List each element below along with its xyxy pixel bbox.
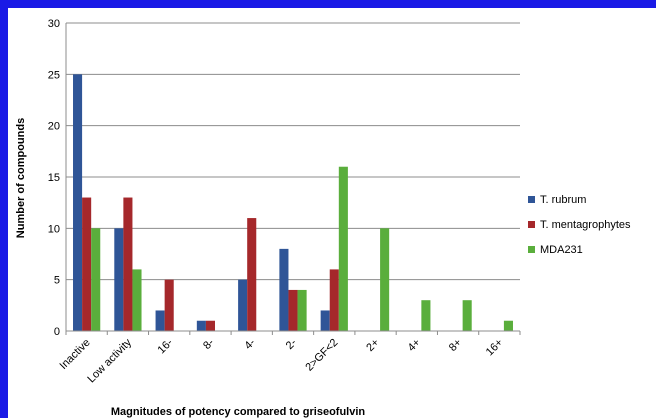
x-tick-label: 4- [242, 336, 258, 352]
bars [73, 74, 513, 331]
bar-t-mentagrophytes-6 [329, 269, 339, 331]
x-tick-label: 2>GF<2 [303, 337, 340, 374]
y-tick-label: 0 [54, 326, 60, 338]
legend-label: T. rubrum [540, 194, 586, 206]
axes [65, 23, 521, 335]
legend-swatch [528, 246, 535, 253]
bar-mda231-7 [380, 228, 390, 331]
bar-t-mentagrophytes-0 [82, 197, 92, 331]
legend-label: T. mentagrophytes [540, 219, 631, 231]
grid-lines [66, 22, 520, 281]
x-tick-label: 2- [284, 336, 300, 352]
bar-t-mentagrophytes-5 [288, 289, 298, 331]
legend-label: MDA231 [540, 244, 583, 256]
bar-mda231-10 [503, 320, 513, 331]
y-axis-title: Number of compounds [15, 118, 27, 238]
x-tick-label: 8- [201, 336, 217, 352]
legend-swatch [528, 196, 535, 203]
bar-mda231-8 [421, 300, 431, 331]
x-tick-label: 4+ [406, 337, 423, 354]
x-tick-label: Low activity [85, 336, 134, 385]
bar-t-rubrum-2 [155, 310, 165, 331]
bar-t-rubrum-3 [196, 320, 206, 331]
bar-t-mentagrophytes-3 [205, 320, 215, 331]
legend-swatch [528, 221, 535, 228]
bar-t-rubrum-4 [238, 279, 248, 331]
bar-t-mentagrophytes-2 [164, 279, 174, 331]
x-tick-label: 16+ [484, 337, 506, 359]
y-tick-label: 30 [48, 18, 60, 30]
bar-mda231-0 [91, 228, 101, 331]
bar-t-rubrum-5 [279, 248, 289, 331]
bar-t-rubrum-1 [114, 228, 124, 331]
bar-t-mentagrophytes-1 [123, 197, 133, 331]
x-tick-label: 2+ [364, 337, 381, 354]
bar-mda231-9 [462, 300, 472, 331]
legend: T. rubrum T. mentagrophytes MDA231 [528, 194, 631, 256]
bar-mda231-1 [132, 269, 142, 331]
bar-mda231-5 [297, 289, 307, 331]
x-tick-label: 16- [156, 336, 176, 356]
x-tick-label: 8+ [447, 337, 464, 354]
y-tick-label: 20 [48, 121, 60, 133]
y-tick-label: 25 [48, 69, 60, 81]
y-tick-label: 5 [54, 275, 60, 287]
bar-mda231-6 [338, 166, 348, 331]
y-tick-labels: 0 5 10 15 20 25 30 [48, 18, 60, 338]
bar-t-rubrum-6 [320, 310, 330, 331]
bar-t-rubrum-0 [73, 74, 83, 331]
y-tick-label: 15 [48, 172, 60, 184]
x-tick-label: Inactive [57, 337, 92, 372]
y-tick-label: 10 [48, 223, 60, 235]
x-axis-title: Magnitudes of potency compared to griseo… [111, 406, 366, 418]
bar-t-mentagrophytes-4 [247, 218, 257, 331]
